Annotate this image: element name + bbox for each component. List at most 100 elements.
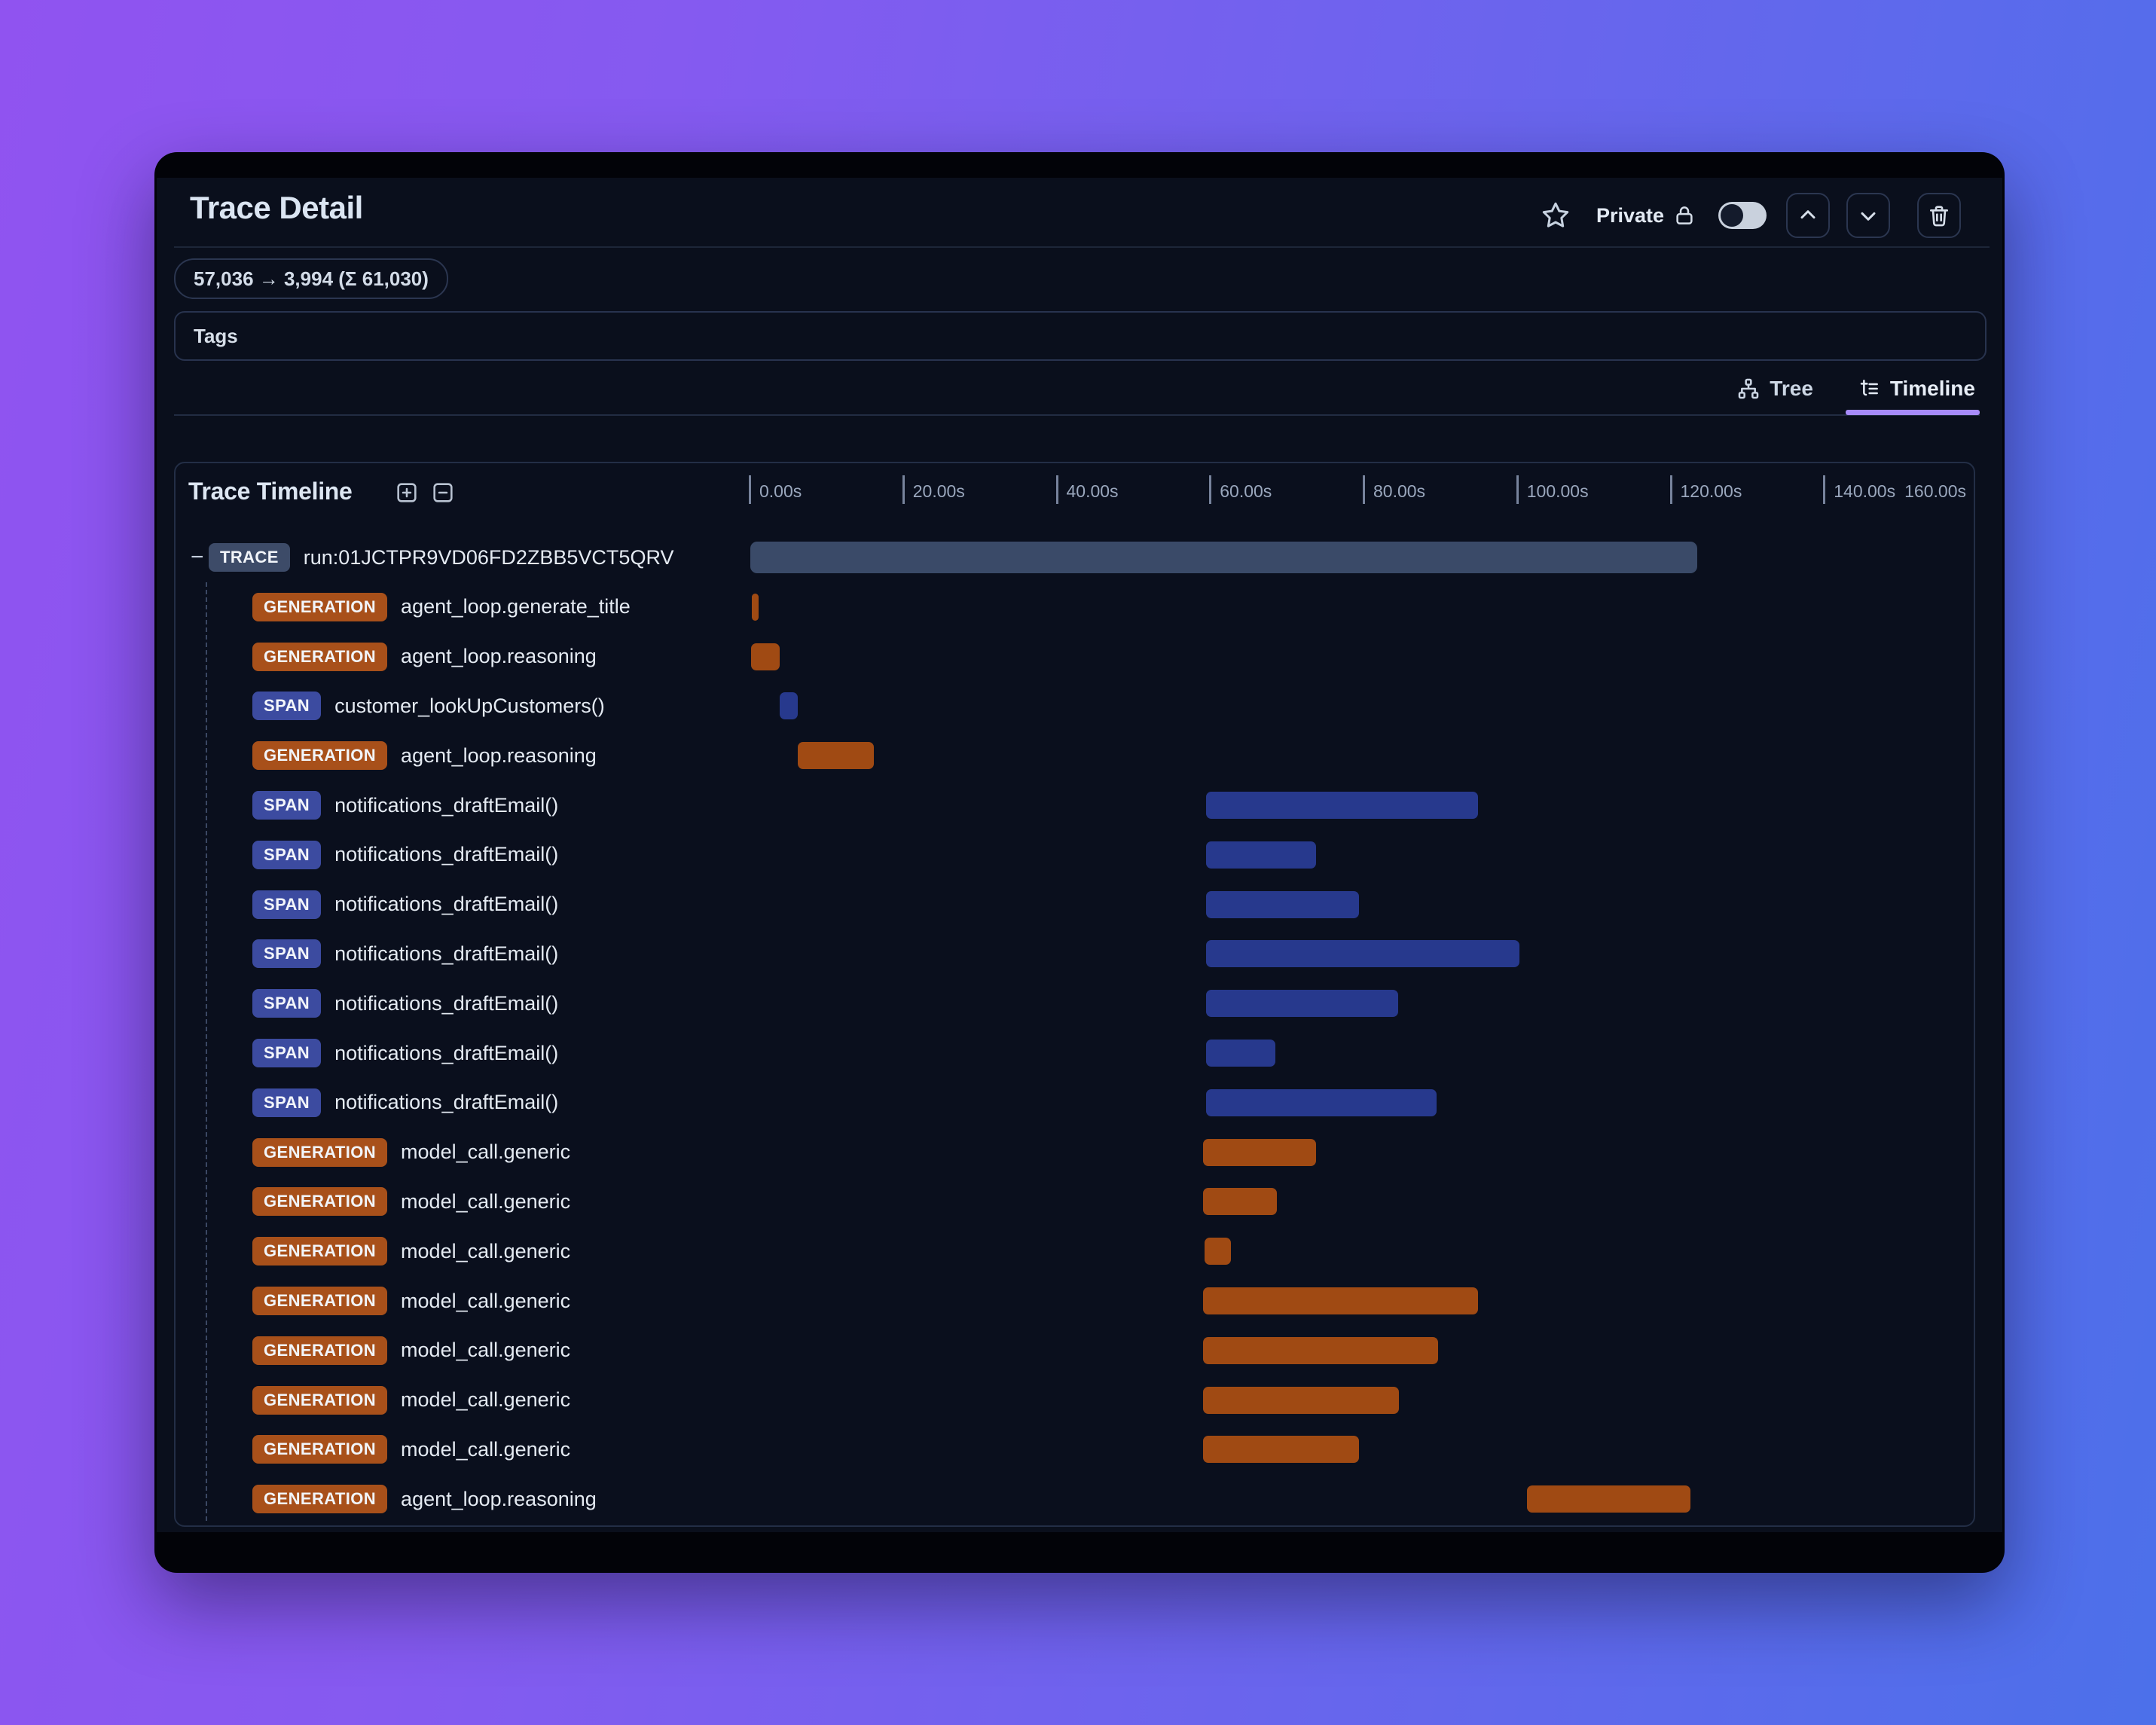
- row-duration-bar[interactable]: [750, 542, 1698, 573]
- timeline-row[interactable]: GENERATION model_call.generic: [176, 1375, 1974, 1425]
- view-tabs: Tree Timeline: [1736, 372, 1975, 405]
- row-duration-bar[interactable]: [1205, 1238, 1231, 1266]
- timeline-row[interactable]: SPAN customer_lookUpCustomers(): [176, 681, 1974, 731]
- row-duration-bar[interactable]: [1206, 940, 1519, 968]
- token-usage-badge: 57,036 → 3,994 (Σ 61,030): [174, 258, 448, 299]
- row-type-badge: GENERATION: [252, 1485, 388, 1514]
- axis-tick: [1055, 475, 1058, 504]
- row-type-badge: SPAN: [252, 692, 322, 721]
- row-type-badge: GENERATION: [252, 1237, 388, 1266]
- row-duration-bar[interactable]: [1206, 890, 1359, 918]
- row-duration-bar[interactable]: [1206, 1040, 1275, 1067]
- row-label-group: GENERATION model_call.generic: [176, 1128, 570, 1177]
- row-type-badge: GENERATION: [252, 1137, 388, 1167]
- tab-active-indicator: [1846, 410, 1980, 415]
- timeline-row[interactable]: SPAN notifications_draftEmail(): [176, 1028, 1974, 1078]
- row-label-group: GENERATION agent_loop.reasoning: [176, 1474, 597, 1524]
- row-duration-bar[interactable]: [1206, 792, 1478, 819]
- lock-icon: [1673, 204, 1696, 227]
- tabs-divider: [174, 414, 1980, 416]
- collapse-trace-toggle[interactable]: −: [191, 545, 204, 569]
- row-duration-bar[interactable]: [1203, 1436, 1359, 1464]
- timeline-row[interactable]: GENERATION agent_loop.reasoning: [176, 632, 1974, 682]
- row-duration-bar[interactable]: [1206, 841, 1316, 869]
- row-duration-bar[interactable]: [1203, 1287, 1478, 1314]
- row-label-group: GENERATION model_call.generic: [176, 1226, 570, 1276]
- timeline-row[interactable]: TRACE run:01JCTPR9VD06FD2ZBB5VCT5QRV −: [176, 533, 1974, 582]
- toggle-knob: [1721, 204, 1743, 227]
- row-name: notifications_draftEmail(): [334, 1091, 559, 1114]
- header-controls: Private: [1541, 191, 1961, 240]
- navigate-down-button[interactable]: [1846, 193, 1890, 238]
- row-label-group: SPAN notifications_draftEmail(): [176, 830, 558, 880]
- axis-tick-label: 0.00s: [759, 481, 802, 501]
- timeline-row[interactable]: GENERATION model_call.generic: [176, 1276, 1974, 1326]
- trace-detail-page: Trace Detail Private: [157, 178, 2002, 1532]
- row-duration-bar[interactable]: [1527, 1485, 1690, 1513]
- expand-all-icon[interactable]: [394, 480, 420, 505]
- row-label-group: GENERATION agent_loop.generate_title: [176, 582, 631, 632]
- tab-timeline-label: Timeline: [1889, 377, 1975, 400]
- timeline-row[interactable]: SPAN notifications_draftEmail(): [176, 979, 1974, 1028]
- row-duration-bar[interactable]: [1203, 1386, 1399, 1414]
- row-label-group: GENERATION model_call.generic: [176, 1375, 570, 1425]
- header-divider: [174, 246, 1990, 248]
- row-type-badge: SPAN: [252, 939, 322, 969]
- timeline-row[interactable]: GENERATION agent_loop.reasoning: [176, 1474, 1974, 1524]
- tab-tree[interactable]: Tree: [1736, 377, 1813, 401]
- axis-tick-label: 160.00s: [1904, 481, 1966, 501]
- row-duration-bar[interactable]: [751, 643, 780, 670]
- row-duration-bar[interactable]: [1206, 990, 1398, 1018]
- row-label-group: SPAN customer_lookUpCustomers(): [176, 681, 605, 731]
- navigate-up-button[interactable]: [1786, 193, 1830, 238]
- tab-timeline[interactable]: Timeline: [1857, 377, 1975, 401]
- row-name: notifications_draftEmail(): [334, 942, 559, 965]
- row-name: model_call.generic: [401, 1339, 571, 1362]
- row-label-group: GENERATION model_call.generic: [176, 1177, 570, 1226]
- row-name: model_call.generic: [401, 1189, 571, 1213]
- row-duration-bar[interactable]: [1203, 1138, 1316, 1166]
- timeline-row[interactable]: GENERATION agent_loop.reasoning: [176, 731, 1974, 780]
- row-type-badge: SPAN: [252, 1088, 322, 1117]
- row-name: notifications_draftEmail(): [334, 991, 559, 1015]
- timeline-row[interactable]: GENERATION model_call.generic: [176, 1326, 1974, 1375]
- delete-trace-button[interactable]: [1917, 193, 1961, 238]
- row-duration-bar[interactable]: [1203, 1188, 1277, 1216]
- row-name: model_call.generic: [401, 1239, 571, 1262]
- row-type-badge: GENERATION: [252, 741, 388, 771]
- timeline-row[interactable]: SPAN notifications_draftEmail(): [176, 1078, 1974, 1128]
- star-icon[interactable]: [1541, 200, 1571, 231]
- row-duration-bar[interactable]: [779, 692, 799, 720]
- page-title: Trace Detail: [190, 190, 363, 225]
- timeline-row[interactable]: SPAN notifications_draftEmail(): [176, 830, 1974, 880]
- row-type-badge: TRACE: [209, 543, 290, 572]
- row-duration-bar[interactable]: [752, 593, 759, 621]
- row-duration-bar[interactable]: [798, 742, 875, 770]
- collapse-all-icon[interactable]: [430, 480, 456, 505]
- row-duration-bar[interactable]: [1203, 1336, 1438, 1364]
- tags-input[interactable]: Tags: [174, 311, 1987, 361]
- timeline-row[interactable]: SPAN notifications_draftEmail(): [176, 780, 1974, 830]
- axis-tick: [1363, 475, 1365, 504]
- row-duration-bar[interactable]: [1206, 1088, 1437, 1116]
- row-label-group: GENERATION agent_loop.reasoning: [176, 632, 597, 682]
- timeline-row[interactable]: GENERATION agent_loop.generate_title: [176, 582, 1974, 632]
- timeline-row[interactable]: GENERATION model_call.generic: [176, 1424, 1974, 1474]
- timeline-row[interactable]: SPAN notifications_draftEmail(): [176, 929, 1974, 979]
- privacy-toggle[interactable]: [1718, 202, 1767, 229]
- row-label-group: SPAN notifications_draftEmail(): [176, 880, 558, 930]
- axis-tick: [749, 475, 751, 504]
- timeline-row[interactable]: GENERATION model_call.generic: [176, 1177, 1974, 1226]
- row-label-group: GENERATION model_call.generic: [176, 1424, 570, 1474]
- row-label-group: SPAN notifications_draftEmail(): [176, 780, 558, 830]
- axis-tick-label: 60.00s: [1220, 481, 1272, 501]
- row-name: model_call.generic: [401, 1140, 571, 1164]
- timeline-row[interactable]: GENERATION model_call.generic: [176, 1226, 1974, 1276]
- row-name: agent_loop.reasoning: [401, 1487, 597, 1510]
- row-name: agent_loop.generate_title: [401, 595, 631, 618]
- timeline-row[interactable]: SPAN notifications_draftEmail(): [176, 880, 1974, 930]
- tags-label: Tags: [194, 324, 238, 347]
- row-type-badge: GENERATION: [252, 1435, 388, 1464]
- timeline-row[interactable]: GENERATION model_call.generic: [176, 1128, 1974, 1177]
